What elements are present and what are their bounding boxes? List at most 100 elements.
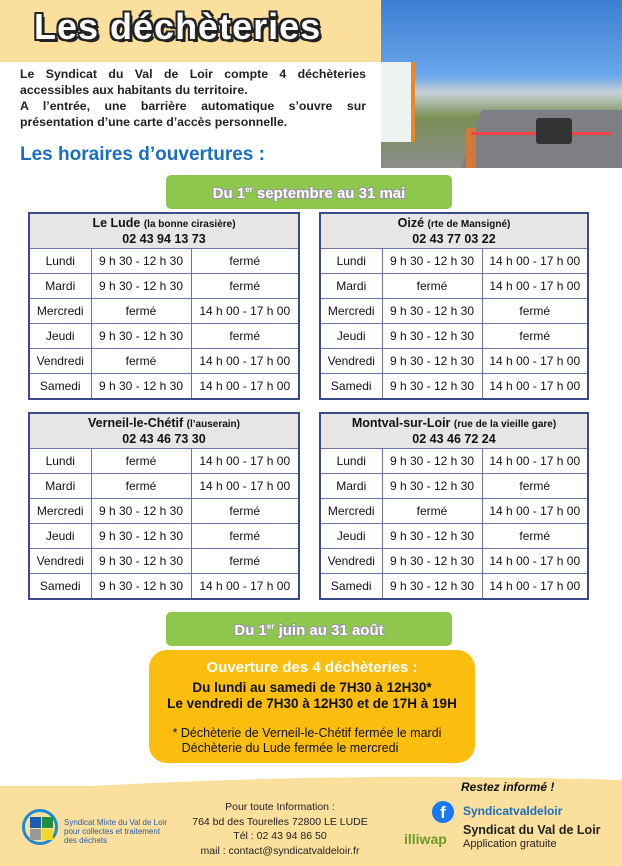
summer-note: * Déchèterie de Verneil-le-Chétif fermée… <box>172 726 442 740</box>
period-summer-label: Du 1er juin au 31 août <box>166 612 452 646</box>
site-name: Verneil-le-Chétif <box>87 416 184 430</box>
schedule-table-le-lude: Le Lude (la bonne cirasière) 02 43 94 13 … <box>28 212 300 400</box>
table-row: Lundi 9 h 30 - 12 h 30 fermé <box>28 248 300 274</box>
table-row: Mardi fermé 14 h 00 - 17 h 00 <box>319 273 589 299</box>
afternoon-cell: fermé <box>481 473 589 499</box>
facebook-icon[interactable]: f <box>432 801 454 823</box>
intro-text: Le Syndicat du Val de Loir compte 4 déch… <box>20 66 366 130</box>
morning-cell: 9 h 30 - 12 h 30 <box>381 523 483 549</box>
syndicat-logo <box>22 809 58 845</box>
day-cell: Samedi <box>28 573 92 599</box>
morning-cell: 9 h 30 - 12 h 30 <box>90 498 192 524</box>
morning-cell: 9 h 30 - 12 h 30 <box>381 373 483 399</box>
table-row: Mardi fermé 14 h 00 - 17 h 00 <box>28 473 300 499</box>
day-cell: Mercredi <box>319 298 383 324</box>
site-header: Montval-sur-Loir (rue de la vieille gare… <box>319 412 589 449</box>
info-email-link[interactable]: mail : contact@syndicatvaldeloir.fr <box>200 844 360 857</box>
afternoon-cell: 14 h 00 - 17 h 00 <box>190 348 300 374</box>
info-line: Pour toute Information : <box>225 801 335 813</box>
section-title: Les horaires d’ouvertures : <box>20 144 265 165</box>
summer-hours-box: Ouverture des 4 déchèteries : Du lundi a… <box>149 650 475 763</box>
app-name: Syndicat du Val de Loir <box>463 823 601 837</box>
day-cell: Lundi <box>28 248 92 274</box>
table-row: Lundi 9 h 30 - 12 h 30 14 h 00 - 17 h 00 <box>319 448 589 474</box>
table-row: Jeudi 9 h 30 - 12 h 30 fermé <box>319 323 589 349</box>
intro-paragraph: A l’entrée, une barrière automatique s’o… <box>20 99 366 129</box>
summer-note: Déchèterie du Lude fermée le mercredi <box>181 741 399 755</box>
morning-cell: 9 h 30 - 12 h 30 <box>90 248 192 274</box>
period-winter-label: Du 1er septembre au 31 mai <box>166 175 452 209</box>
afternoon-cell: 14 h 00 - 17 h 00 <box>481 273 589 299</box>
morning-cell: 9 h 30 - 12 h 30 <box>381 548 483 574</box>
morning-cell: 9 h 30 - 12 h 30 <box>381 298 483 324</box>
facebook-link[interactable]: Syndicatvaldeloir <box>463 804 563 818</box>
table-row: Lundi 9 h 30 - 12 h 30 14 h 00 - 17 h 00 <box>319 248 589 274</box>
day-cell: Mardi <box>28 273 92 299</box>
site-detail: (rte de Mansigné) <box>427 219 511 230</box>
afternoon-cell: 14 h 00 - 17 h 00 <box>481 448 589 474</box>
site-header: Le Lude (la bonne cirasière) 02 43 94 13 … <box>28 212 300 249</box>
table-row: Jeudi 9 h 30 - 12 h 30 fermé <box>28 523 300 549</box>
afternoon-cell: fermé <box>481 323 589 349</box>
afternoon-cell: 14 h 00 - 17 h 00 <box>481 373 589 399</box>
page-title: Les déchèteries <box>34 6 322 47</box>
day-cell: Mardi <box>319 273 383 299</box>
site-name: Montval-sur-Loir <box>351 416 451 430</box>
afternoon-cell: 14 h 00 - 17 h 00 <box>190 573 300 599</box>
afternoon-cell: fermé <box>190 548 300 574</box>
table-row: Mercredi fermé 14 h 00 - 17 h 00 <box>319 498 589 524</box>
afternoon-cell: 14 h 00 - 17 h 00 <box>481 573 589 599</box>
contact-info: Pour toute Information : 764 bd des Tour… <box>180 800 380 858</box>
day-cell: Vendredi <box>319 348 383 374</box>
summer-line: Du lundi au samedi de 7H30 à 12H30* <box>192 680 432 695</box>
day-cell: Vendredi <box>28 348 92 374</box>
title-banner <box>0 0 381 62</box>
day-cell: Lundi <box>319 448 383 474</box>
afternoon-cell: 14 h 00 - 17 h 00 <box>481 548 589 574</box>
afternoon-cell: fermé <box>190 323 300 349</box>
morning-cell: 9 h 30 - 12 h 30 <box>90 523 192 549</box>
afternoon-cell: 14 h 00 - 17 h 00 <box>190 373 300 399</box>
morning-cell: 9 h 30 - 12 h 30 <box>90 323 192 349</box>
site-phone: 02 43 46 72 24 <box>412 432 496 446</box>
table-row: Vendredi 9 h 30 - 12 h 30 14 h 00 - 17 h 0… <box>319 348 589 374</box>
table-row: Mercredi fermé 14 h 00 - 17 h 00 <box>28 298 300 324</box>
site-detail: (l’auserain) <box>186 419 240 430</box>
day-cell: Vendredi <box>28 548 92 574</box>
afternoon-cell: fermé <box>190 498 300 524</box>
table-row: Mardi 9 h 30 - 12 h 30 fermé <box>319 473 589 499</box>
site-phone: 02 43 77 03 22 <box>412 232 496 246</box>
morning-cell: 9 h 30 - 12 h 30 <box>90 273 192 299</box>
footer <box>0 786 622 866</box>
day-cell: Lundi <box>28 448 92 474</box>
day-cell: Vendredi <box>319 548 383 574</box>
summer-heading: Ouverture des 4 déchèteries : <box>206 659 418 676</box>
schedule-table-oize: Oizé (rte de Mansigné) 02 43 77 03 22 Lund… <box>319 212 589 400</box>
morning-cell: 9 h 30 - 12 h 30 <box>90 573 192 599</box>
table-row: Mercredi 9 h 30 - 12 h 30 fermé <box>28 498 300 524</box>
site-name: Oizé <box>397 216 425 230</box>
morning-cell: 9 h 30 - 12 h 30 <box>90 548 192 574</box>
schedule-table-verneil: Verneil-le-Chétif (l’auserain) 02 43 46 7… <box>28 412 300 600</box>
site-header: Verneil-le-Chétif (l’auserain) 02 43 46 7… <box>28 412 300 449</box>
logo-text: Syndicat Mixte du Val de Loir pour colle… <box>64 818 168 845</box>
afternoon-cell: fermé <box>190 273 300 299</box>
afternoon-cell: fermé <box>481 298 589 324</box>
table-row: Jeudi 9 h 30 - 12 h 30 fermé <box>28 323 300 349</box>
afternoon-cell: 14 h 00 - 17 h 00 <box>481 248 589 274</box>
stay-informed: Restez informé ! <box>461 780 555 794</box>
day-cell: Mercredi <box>28 298 92 324</box>
summer-line: Le vendredi de 7H30 à 12H30 et de 17H à … <box>167 696 457 711</box>
morning-cell: 9 h 30 - 12 h 30 <box>381 348 483 374</box>
morning-cell: fermé <box>381 273 483 299</box>
afternoon-cell: 14 h 00 - 17 h 00 <box>190 473 300 499</box>
morning-cell: fermé <box>381 498 483 524</box>
day-cell: Mercredi <box>28 498 92 524</box>
table-row: Samedi 9 h 30 - 12 h 30 14 h 00 - 17 h 00 <box>319 573 589 599</box>
morning-cell: 9 h 30 - 12 h 30 <box>381 323 483 349</box>
morning-cell: 9 h 30 - 12 h 30 <box>381 248 483 274</box>
site-detail: (la bonne cirasière) <box>143 219 236 230</box>
site-name: Le Lude <box>92 216 141 230</box>
intro-paragraph: Le Syndicat du Val de Loir compte 4 déch… <box>20 67 366 97</box>
info-address: 764 bd des Tourelles 72800 LE LUDE <box>192 815 368 828</box>
